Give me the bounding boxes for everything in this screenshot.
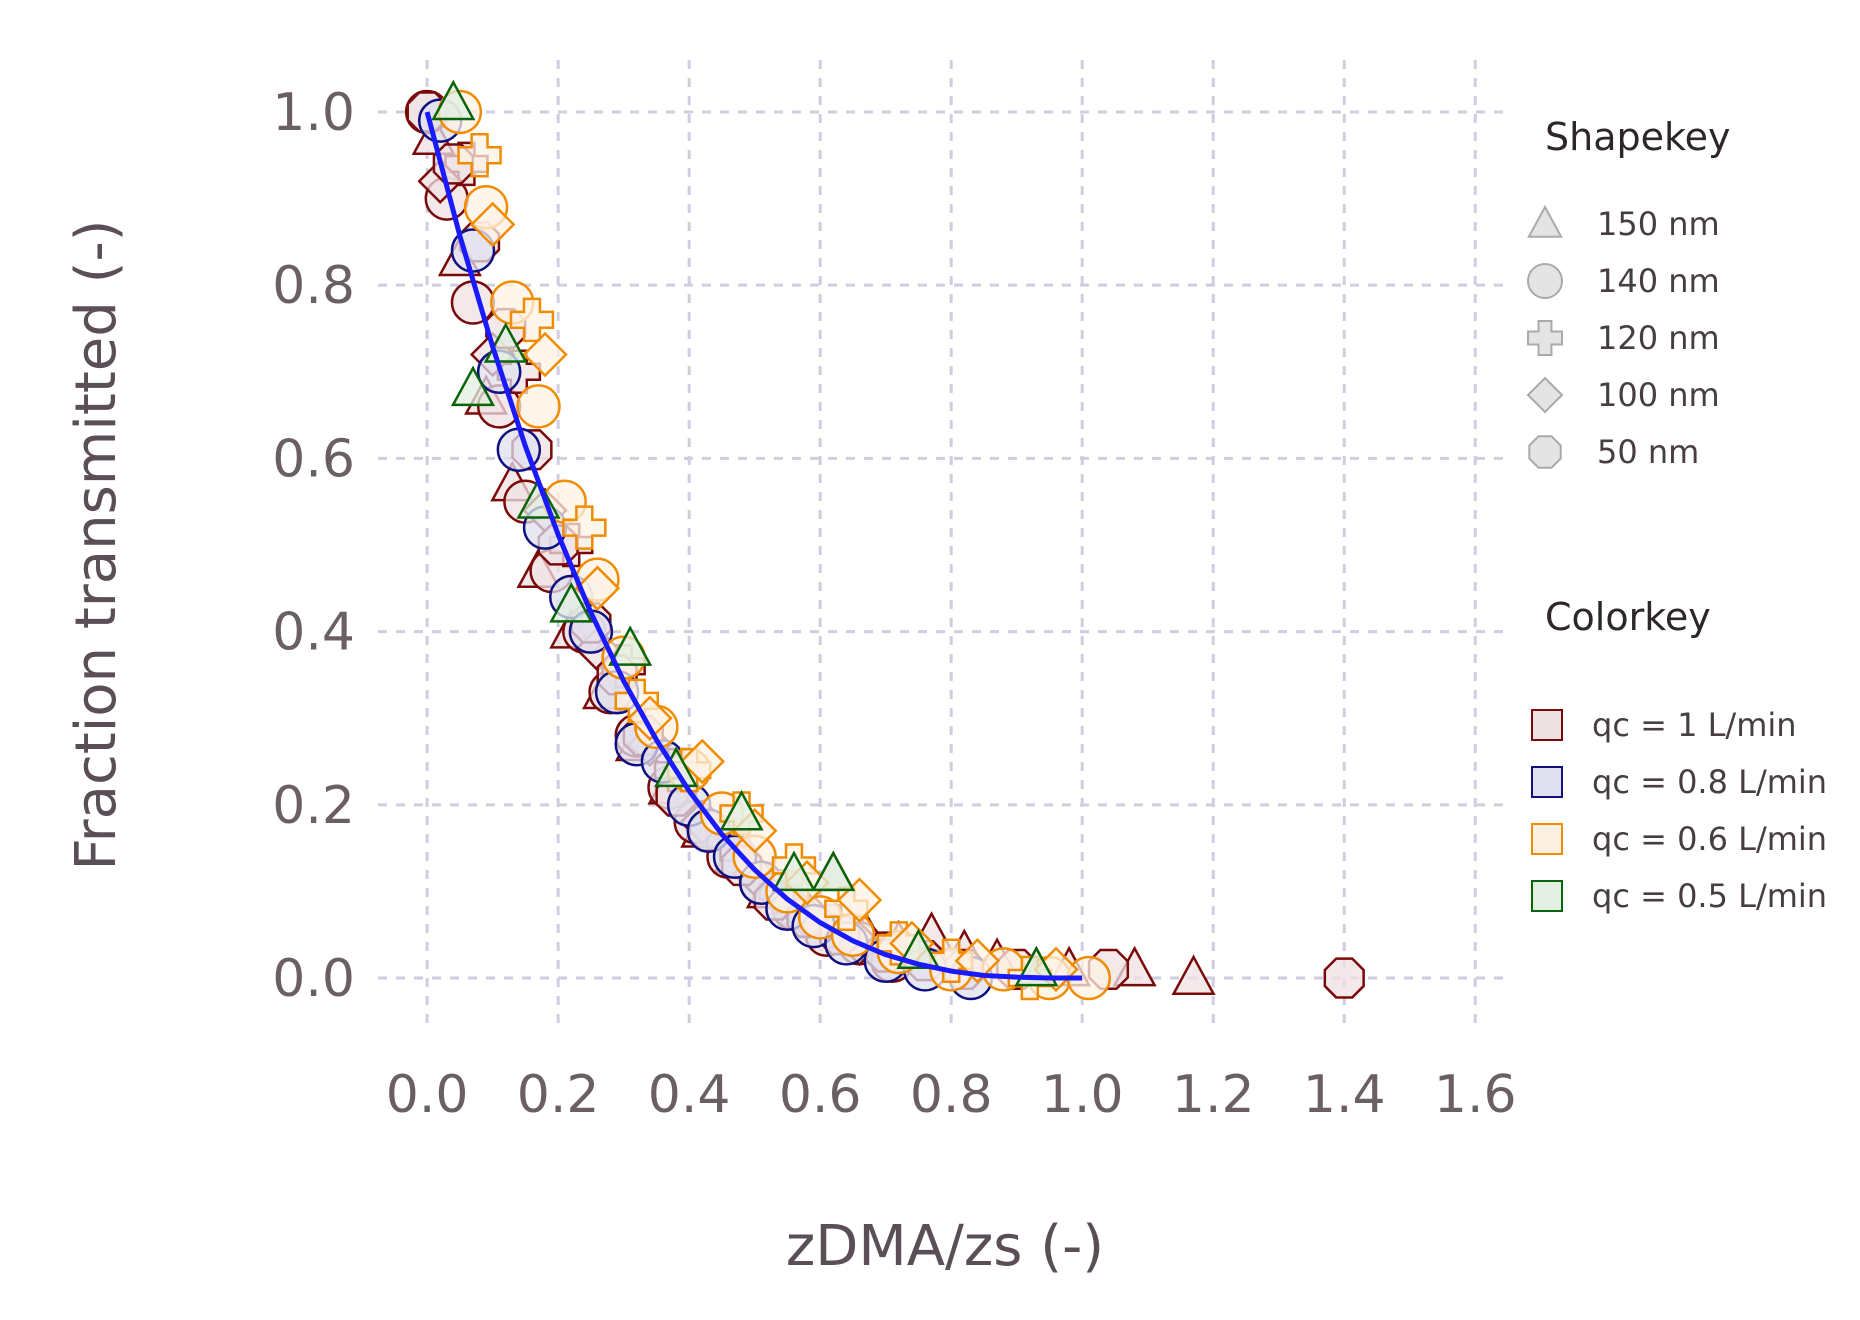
y-tick-labels: 0.0 0.2 0.4 0.6 0.8 1.0 bbox=[272, 83, 355, 1009]
data-point-triangle bbox=[549, 582, 594, 623]
data-point-diamond bbox=[522, 331, 568, 378]
data-point-triangle bbox=[719, 789, 764, 831]
x-tick-label: 1.4 bbox=[1303, 1065, 1386, 1125]
x-axis-title: zDMA/zs (-) bbox=[786, 1214, 1104, 1279]
data-point-plus bbox=[457, 133, 502, 178]
shape-legend-label: 150 nm bbox=[1597, 205, 1720, 243]
x-tick-label: 0.4 bbox=[648, 1065, 731, 1125]
data-point-triangle bbox=[608, 625, 653, 666]
color-legend-label: qc = 0.8 L/min bbox=[1592, 763, 1827, 801]
shape-legend-marker bbox=[1527, 263, 1563, 299]
shape-legend: Shapekey 150 nm 140 nm 120 nm 100 nm 50 nm bbox=[1526, 115, 1731, 471]
data-point-diamond bbox=[469, 201, 516, 248]
data-point-circle bbox=[516, 384, 561, 429]
shape-legend-marker bbox=[1528, 435, 1562, 469]
data-point-plus bbox=[562, 505, 607, 550]
color-legend-title: Colorkey bbox=[1545, 595, 1711, 639]
color-legend-swatch bbox=[1531, 823, 1563, 855]
x-tick-labels: 0.0 0.2 0.4 0.6 0.8 1.0 1.2 1.4 1.6 bbox=[386, 1065, 1517, 1125]
y-tick-label: 0.6 bbox=[272, 429, 355, 489]
data-point-octagon bbox=[1323, 957, 1365, 999]
data-point-diamond bbox=[627, 695, 673, 741]
x-tick-label: 0.6 bbox=[779, 1065, 862, 1125]
data-points bbox=[404, 79, 1365, 1001]
color-legend-swatch bbox=[1531, 709, 1563, 741]
color-legend: Colorkey qc = 1 L/min qc = 0.8 L/min qc = … bbox=[1531, 595, 1827, 915]
color-legend-label: qc = 0.6 L/min bbox=[1592, 820, 1827, 858]
data-point-triangle bbox=[896, 928, 941, 970]
shape-legend-marker bbox=[1527, 320, 1563, 356]
data-point-diamond bbox=[679, 738, 726, 785]
data-point-diamond bbox=[836, 877, 883, 923]
shape-legend-label: 140 nm bbox=[1597, 262, 1720, 300]
x-tick-label: 0.2 bbox=[517, 1065, 600, 1125]
y-tick-label: 1.0 bbox=[272, 83, 355, 143]
x-tick-label: 1.0 bbox=[1041, 1065, 1124, 1125]
color-legend-swatch bbox=[1531, 766, 1563, 798]
fit-curve bbox=[424, 111, 1083, 981]
color-legend-swatch bbox=[1531, 880, 1563, 912]
shape-legend-label: 100 nm bbox=[1597, 376, 1720, 414]
shape-legend-marker bbox=[1527, 204, 1563, 238]
data-point-triangle bbox=[811, 850, 856, 892]
y-tick-label: 0.2 bbox=[272, 776, 355, 836]
y-tick-label: 0.0 bbox=[272, 949, 355, 1009]
x-tick-label: 0.0 bbox=[386, 1065, 469, 1125]
data-point-triangle bbox=[771, 850, 817, 892]
data-point-triangle bbox=[1171, 954, 1216, 996]
color-legend-label: qc = 0.5 L/min bbox=[1592, 877, 1827, 915]
shape-legend-title: Shapekey bbox=[1545, 115, 1731, 159]
data-point-triangle bbox=[450, 365, 496, 407]
x-tick-label: 1.2 bbox=[1172, 1065, 1255, 1125]
y-tick-label: 0.8 bbox=[272, 256, 355, 316]
y-tick-label: 0.4 bbox=[272, 603, 355, 663]
y-axis-title: Fraction transmitted (-) bbox=[64, 219, 129, 870]
color-legend-label: qc = 1 L/min bbox=[1592, 706, 1797, 744]
shape-legend-marker bbox=[1526, 376, 1564, 414]
shape-legend-label: 120 nm bbox=[1597, 319, 1720, 357]
x-tick-label: 0.8 bbox=[910, 1065, 993, 1125]
data-point-diamond bbox=[574, 565, 621, 612]
fit-curve-group bbox=[424, 111, 1083, 981]
shape-legend-label: 50 nm bbox=[1597, 433, 1699, 471]
x-tick-label: 1.6 bbox=[1434, 1065, 1517, 1125]
data-point-triangle bbox=[431, 79, 476, 121]
